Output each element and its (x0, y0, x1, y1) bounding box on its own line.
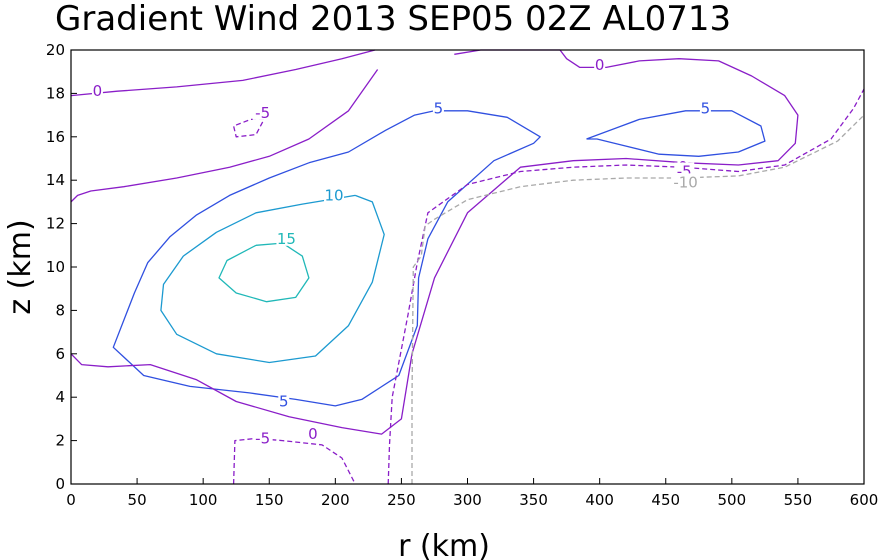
x-tick-label: 350 (519, 491, 548, 509)
x-tick-label: 250 (387, 491, 416, 509)
y-tick-label: 0 (55, 475, 65, 493)
y-tick-label: 12 (46, 215, 65, 233)
contour-label-background (91, 82, 103, 99)
contour-label-background (594, 56, 606, 73)
plot-frame (70, 49, 865, 485)
contour-line (70, 49, 799, 435)
contour-label: 0 (595, 56, 605, 74)
contour-label: 0 (308, 425, 318, 443)
contour-label: 5 (701, 100, 711, 118)
contour-label-background (699, 99, 711, 116)
contour-label: -10 (673, 173, 698, 191)
contour-line (70, 69, 379, 203)
contour-label: 5 (279, 393, 289, 411)
y-tick-label: 14 (46, 171, 65, 189)
contour-line (586, 110, 766, 157)
contour-line (70, 49, 376, 97)
contour-lines (70, 49, 865, 485)
x-tick-label: 100 (189, 491, 218, 509)
contour-label-background (252, 429, 273, 446)
contour-label-background (278, 392, 290, 409)
x-tick-label: 400 (585, 491, 614, 509)
contour-label: -5 (255, 429, 270, 447)
contour-label-background (307, 425, 319, 442)
x-tick-label: 150 (255, 491, 284, 509)
y-tick-label: 6 (55, 345, 65, 363)
contour-line (411, 114, 865, 484)
x-tick-label: 500 (718, 491, 747, 509)
contour-label-background (252, 103, 273, 120)
chart-title: Gradient Wind 2013 SEP05 02Z AL0713 (55, 0, 731, 39)
y-tick-label: 16 (46, 128, 65, 146)
contour-label: 5 (434, 100, 444, 118)
contour-label: 10 (324, 186, 343, 204)
x-tick-label: 550 (784, 491, 813, 509)
contour-line (232, 437, 356, 485)
contour-line (218, 242, 310, 303)
y-tick-label: 20 (46, 41, 65, 59)
y-axis-label: z (km) (3, 219, 38, 314)
contour-label-background (324, 186, 345, 203)
contour-labels: 15105550000-5-5-5-10 (91, 56, 711, 447)
x-axis-ticks: 0 50 100 150 200 250 300 350 400 450 500 550 600 (66, 478, 878, 509)
contour-label-background (276, 229, 297, 246)
x-tick-label: 0 (66, 491, 76, 509)
x-tick-label: 50 (128, 491, 147, 509)
x-tick-label: 600 (850, 491, 879, 509)
y-tick-label: 10 (46, 258, 65, 276)
y-tick-label: 2 (55, 432, 65, 450)
contour-label: -5 (255, 104, 270, 122)
contour-line (232, 118, 265, 138)
contour-line (387, 88, 865, 485)
x-tick-label: 450 (651, 491, 680, 509)
contour-label: 0 (93, 82, 103, 100)
y-tick-label: 18 (46, 84, 65, 102)
x-tick-label: 200 (321, 491, 350, 509)
y-axis-ticks: 0 2 4 6 8 10 12 14 16 18 20 (46, 41, 77, 493)
x-tick-label: 300 (453, 491, 482, 509)
contour-line (112, 110, 541, 407)
contour-label-background (432, 99, 444, 116)
y-tick-label: 8 (55, 301, 65, 319)
contour-line (160, 194, 385, 364)
y-tick-label: 4 (55, 388, 65, 406)
contour-label-background (671, 173, 701, 190)
contour-label: 15 (277, 230, 296, 248)
x-axis-label: r (km) (398, 529, 490, 560)
